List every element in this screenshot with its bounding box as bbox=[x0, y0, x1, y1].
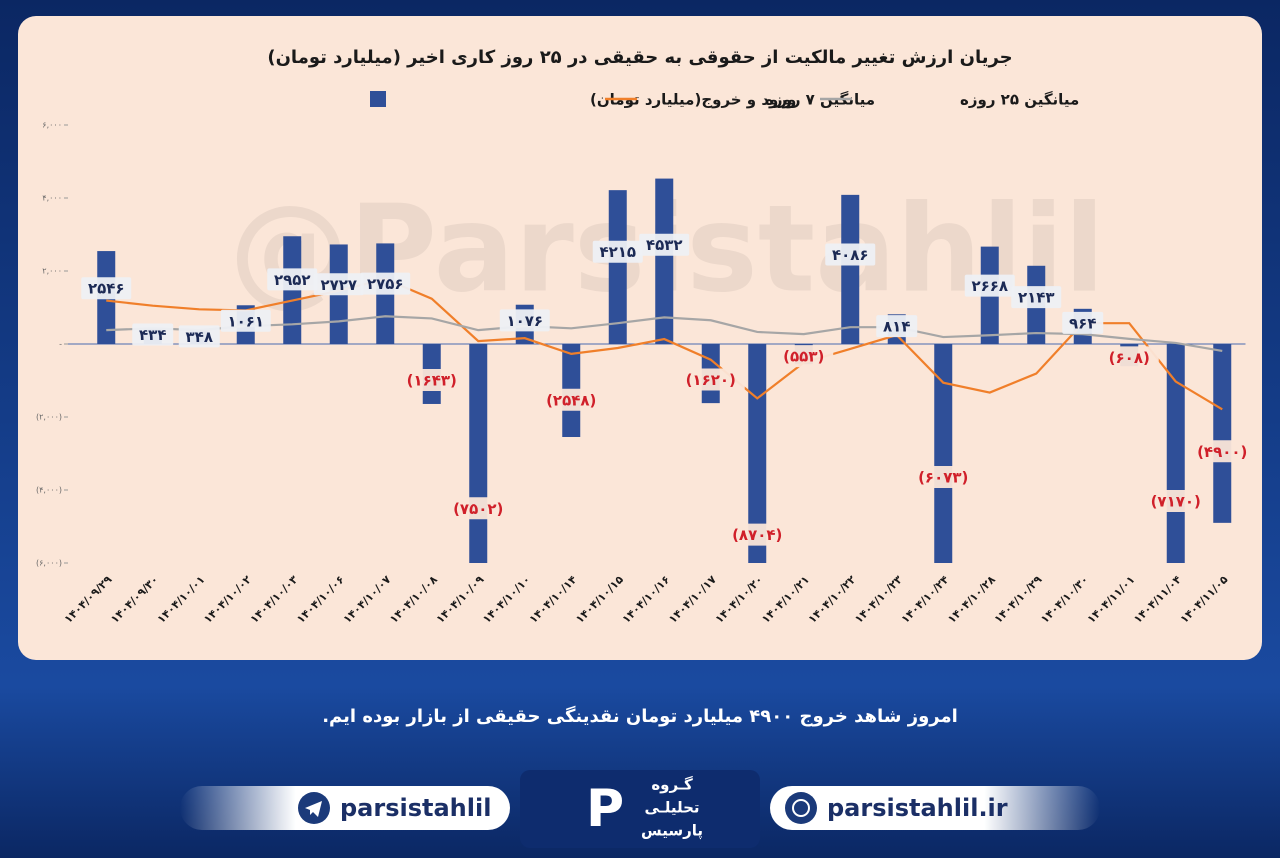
value-label-box bbox=[639, 233, 690, 256]
value-label-box bbox=[774, 345, 834, 368]
legend-label: ورود و خروج(میلیارد تومان) bbox=[590, 91, 796, 109]
legend-swatch bbox=[370, 91, 386, 107]
value-label-box bbox=[723, 523, 792, 546]
value-label-box bbox=[825, 243, 876, 266]
logo-text: تحلیلـی bbox=[644, 799, 699, 817]
value-labels: ۲۵۴۶ ۴۳۴ ۳۴۸ ۱۰۶۱ ۲۹۵۲ ۲۷۲۷ ۲۷۵۶ (۱۶۴۳) (۷۵۰۲) ۱۰… bbox=[81, 233, 1257, 546]
value-label: (۶۰۷۳) bbox=[918, 468, 968, 486]
value-label: (۱۶۲۰) bbox=[686, 371, 736, 389]
value-label: (۷۵۰۲) bbox=[453, 500, 503, 518]
y-tick-label: ۲,۰۰۰ bbox=[42, 267, 62, 276]
value-label-box bbox=[313, 273, 364, 296]
value-label: ۳۴۸ bbox=[186, 328, 213, 346]
y-tick-label: - bbox=[59, 340, 62, 349]
website[interactable]: parsistahlil.ir bbox=[827, 794, 1008, 822]
bar bbox=[748, 344, 767, 563]
value-label: ۴۲۱۵ bbox=[599, 243, 636, 261]
value-label: (۷۱۷۰) bbox=[1151, 493, 1201, 511]
value-label-box bbox=[444, 497, 513, 520]
y-tick-label: (۴,۰۰۰) bbox=[36, 486, 62, 495]
globe-icon bbox=[785, 792, 817, 824]
value-label: ۲۷۵۶ bbox=[367, 275, 404, 293]
y-tick-label: ۴,۰۰۰ bbox=[42, 194, 62, 203]
chart-title: جریان ارزش تغییر مالکیت از حقوقی به حقیق… bbox=[267, 47, 1012, 68]
value-label: ۴۵۳۲ bbox=[646, 236, 683, 254]
value-label-box bbox=[220, 309, 271, 332]
value-label: ۴۰۸۶ bbox=[832, 246, 869, 264]
value-label-box bbox=[360, 272, 411, 295]
telegram-handle[interactable]: parsistahlil bbox=[340, 794, 491, 822]
value-label-box bbox=[537, 388, 606, 411]
y-tick-label: (۶,۰۰۰) bbox=[36, 559, 62, 568]
value-label: (۶۰۸) bbox=[1109, 349, 1150, 367]
bar bbox=[1213, 344, 1232, 523]
website-pill bbox=[770, 786, 1100, 830]
telegram-pill bbox=[180, 786, 510, 830]
value-label: ۲۷۲۷ bbox=[320, 276, 357, 294]
value-label: (۴۹۰۰) bbox=[1197, 443, 1247, 461]
bar bbox=[934, 344, 953, 563]
telegram-glyph bbox=[305, 801, 322, 817]
bar bbox=[841, 194, 860, 344]
value-label-box bbox=[592, 240, 643, 263]
value-label-box bbox=[1099, 346, 1159, 369]
value-label-box bbox=[876, 315, 918, 338]
value-label: ۱۰۶۱ bbox=[227, 312, 264, 330]
y-tick-label: ۶,۰۰۰ bbox=[42, 121, 62, 130]
legend: ورود و خروج(میلیارد تومان)میانگین ۷ روزه… bbox=[370, 91, 1079, 109]
value-label-box bbox=[1011, 286, 1062, 309]
caption: امروز شاهد خروج ۴۹۰۰ میلیارد تومان نقدین… bbox=[322, 705, 958, 727]
value-label: ۲۱۴۳ bbox=[1018, 289, 1055, 307]
line bbox=[106, 315, 1223, 353]
value-label-box bbox=[81, 277, 132, 300]
value-label: ۲۹۵۲ bbox=[274, 271, 311, 289]
value-label-box bbox=[397, 368, 466, 391]
value-label: ۸۱۴ bbox=[883, 318, 910, 336]
value-label: ۲۵۴۶ bbox=[88, 280, 125, 298]
value-label-box bbox=[1062, 311, 1104, 334]
value-label-box bbox=[132, 323, 174, 346]
value-label: (۱۶۴۳) bbox=[407, 371, 457, 389]
value-label: ۱۰۷۶ bbox=[506, 312, 543, 330]
value-label: ۹۶۴ bbox=[1069, 314, 1096, 332]
value-label: ۴۳۴ bbox=[139, 326, 166, 344]
value-label-box bbox=[676, 368, 745, 391]
legend-label: میانگین ۲۵ روزه bbox=[960, 91, 1079, 109]
value-label-box bbox=[1188, 440, 1257, 463]
value-label: ۲۶۶۸ bbox=[971, 277, 1008, 295]
value-label-box bbox=[909, 465, 978, 488]
line bbox=[106, 277, 1223, 411]
value-label: (۸۷۰۴) bbox=[732, 526, 782, 544]
logo-text: گـروه bbox=[651, 776, 693, 794]
value-label-box bbox=[1141, 490, 1210, 513]
value-label: (۵۵۳) bbox=[783, 348, 824, 366]
value-label-box bbox=[178, 325, 220, 348]
value-label: (۲۵۴۸) bbox=[546, 391, 596, 409]
y-tick-label: (۲,۰۰۰) bbox=[36, 413, 62, 422]
bar bbox=[655, 178, 674, 344]
logo-mark: P bbox=[586, 779, 624, 839]
value-label-box bbox=[964, 274, 1015, 297]
value-label-box bbox=[499, 309, 550, 332]
logo-text: پارسیس bbox=[641, 822, 703, 841]
bar bbox=[608, 190, 627, 344]
globe-glyph bbox=[792, 799, 810, 817]
logo-box bbox=[520, 770, 760, 848]
value-label-box bbox=[267, 268, 318, 291]
